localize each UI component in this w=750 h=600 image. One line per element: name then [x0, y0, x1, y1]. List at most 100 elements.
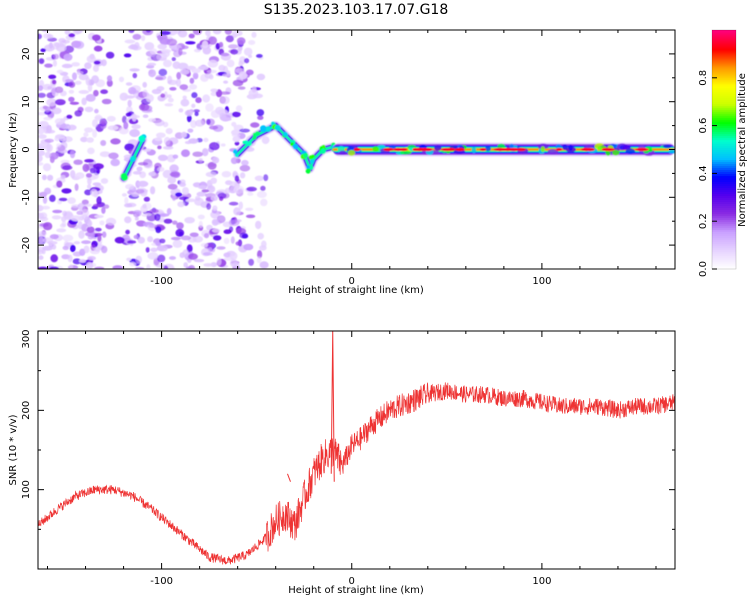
noise-blob	[260, 185, 266, 191]
noise-blob	[132, 72, 138, 79]
noise-blob	[231, 133, 241, 138]
noise-blob	[224, 30, 233, 35]
colorbar-cell	[712, 187, 736, 190]
noise-blob	[56, 180, 63, 188]
noise-blob	[78, 90, 90, 94]
noise-blob	[220, 52, 230, 57]
colorbar-cell	[712, 219, 736, 222]
noise-blob	[205, 103, 214, 112]
y-tick-label: 10	[21, 95, 32, 108]
noise-blob	[112, 265, 123, 269]
colorbar-cell	[712, 243, 736, 246]
colorbar-frame	[711, 29, 737, 270]
colorbar-cell	[712, 223, 736, 226]
noise-blob	[165, 128, 173, 135]
noise-blob	[69, 101, 80, 105]
main-tone-speck	[399, 150, 412, 155]
noise-blob	[93, 190, 99, 198]
noise-blob	[125, 112, 132, 117]
noise-blob	[62, 245, 70, 251]
noise-blob	[230, 157, 238, 165]
noise-blob	[84, 189, 92, 196]
noise-blob	[73, 159, 83, 165]
noise-blob	[106, 75, 113, 82]
colorbar-cell	[712, 93, 736, 97]
noise-blob	[185, 266, 193, 269]
noise-blob	[169, 164, 179, 173]
noise-blob	[48, 42, 54, 49]
noise-blob	[226, 59, 235, 68]
colorbar-cell	[712, 33, 736, 37]
colorbar: 0.0 0.2 0.4 0.6 0.8 Normalized spectral ampl…	[698, 29, 748, 277]
noise-blob	[234, 175, 240, 183]
noise-blob	[237, 86, 246, 90]
noise-blob	[150, 247, 158, 252]
noise-blob	[224, 187, 231, 194]
noise-blob	[238, 60, 244, 67]
tone-wander-speck	[255, 131, 260, 137]
noise-blob	[182, 187, 189, 195]
noise-blob	[74, 80, 82, 85]
noise-blob	[145, 30, 151, 33]
noise-blob	[93, 246, 101, 252]
noise-blob	[148, 224, 157, 228]
noise-blob	[87, 177, 92, 185]
noise-blob	[42, 196, 48, 204]
noise-blob	[87, 83, 93, 92]
noise-blob	[87, 184, 92, 190]
noise-blob	[128, 44, 139, 50]
noise-blob	[124, 203, 133, 208]
noise-blob	[181, 149, 190, 157]
noise-blob	[234, 68, 245, 74]
noise-blob	[159, 57, 167, 61]
noise-blob	[137, 180, 149, 187]
y-tick-label: -20	[21, 237, 32, 253]
noise-blob	[243, 243, 254, 251]
noise-blob	[131, 113, 137, 122]
noise-blob	[42, 222, 53, 231]
colorbar-cell	[712, 227, 736, 230]
noise-blob	[177, 201, 185, 208]
main-tone-speck	[471, 146, 477, 154]
noise-blob	[142, 89, 148, 98]
noise-blob	[179, 179, 186, 185]
noise-blob	[209, 125, 219, 130]
noise-blob	[72, 258, 82, 265]
noise-blob	[157, 254, 166, 263]
colorbar-cell	[712, 267, 736, 270]
noise-blob	[188, 84, 198, 90]
noise-blob	[188, 253, 198, 260]
colorbar-cell	[712, 173, 736, 176]
colorbar-cell	[712, 155, 736, 159]
colorbar-cell	[712, 217, 736, 220]
noise-blob	[210, 177, 217, 184]
noise-blob	[179, 84, 189, 90]
noise-blob	[220, 143, 226, 147]
noise-blob	[44, 151, 52, 159]
colorbar-cell	[712, 149, 736, 153]
colorbar-cell	[712, 135, 736, 139]
noise-blob	[220, 96, 230, 105]
noise-blob	[43, 33, 52, 39]
noise-blob	[181, 131, 187, 138]
noise-blob	[126, 257, 132, 262]
noise-blob	[94, 266, 105, 269]
noise-blob	[175, 192, 183, 197]
noise-blob	[67, 254, 73, 263]
colorbar-cell	[712, 31, 736, 35]
colorbar-cell	[712, 233, 736, 236]
noise-blob	[187, 128, 194, 133]
noise-blob	[63, 53, 73, 61]
noise-blob	[38, 85, 44, 91]
noise-blob	[51, 88, 57, 95]
noise-blob	[40, 48, 46, 53]
colorbar-cell	[712, 157, 736, 161]
snr-background	[38, 331, 675, 569]
colorbar-cell	[712, 153, 736, 157]
noise-blob	[223, 252, 232, 258]
noise-blob	[128, 30, 135, 33]
colorbar-cell	[712, 197, 736, 200]
noise-blob	[93, 60, 101, 65]
noise-blob	[91, 34, 101, 41]
noise-blob	[193, 109, 200, 113]
